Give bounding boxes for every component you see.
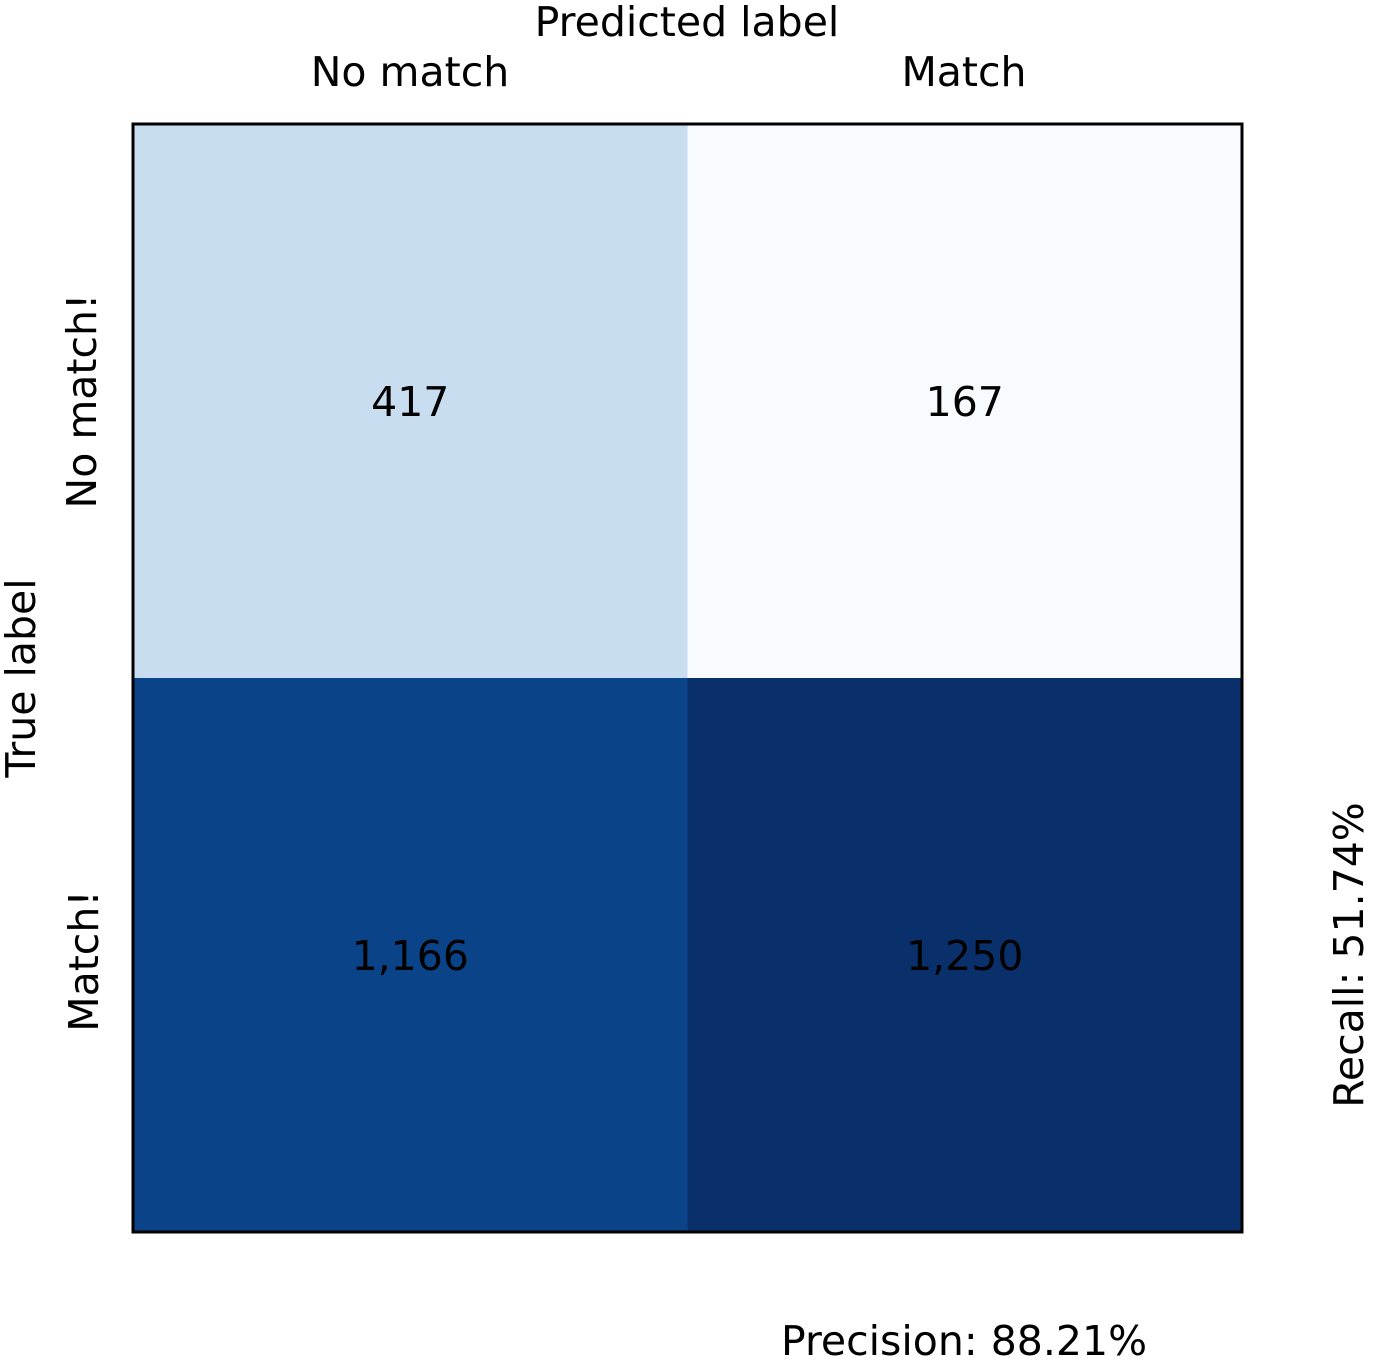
- cell-value-label-r1-c1: 1,250: [906, 932, 1023, 980]
- heatmap-cell-r1-c0: [133, 678, 688, 1233]
- x-axis-title: Predicted label: [535, 0, 840, 46]
- recall-annotation: Recall: 51.74%: [1325, 802, 1373, 1108]
- heatmap-cells: [133, 124, 1243, 1233]
- y-tick-label-match: Match!: [60, 890, 108, 1032]
- cell-value-labels: 417 167 1,166 1,250: [352, 378, 1024, 980]
- y-tick-label-no-match: No match!: [58, 294, 106, 509]
- cell-value-label-r1-c0: 1,166: [352, 932, 469, 980]
- x-tick-label-match: Match: [901, 48, 1026, 96]
- cell-value-label-r0-c0: 417: [371, 378, 449, 426]
- heatmap-cell-r1-c1: [687, 678, 1243, 1233]
- precision-annotation: Precision: 88.21%: [781, 1317, 1147, 1365]
- y-axis-title: True label: [0, 578, 45, 778]
- heatmap-cell-r0-c1: [687, 124, 1243, 679]
- cell-value-label-r0-c1: 167: [926, 378, 1004, 426]
- x-tick-label-no-match: No match: [311, 48, 509, 96]
- heatmap-cell-r0-c0: [133, 124, 688, 679]
- plot-frame: [131, 122, 1244, 1234]
